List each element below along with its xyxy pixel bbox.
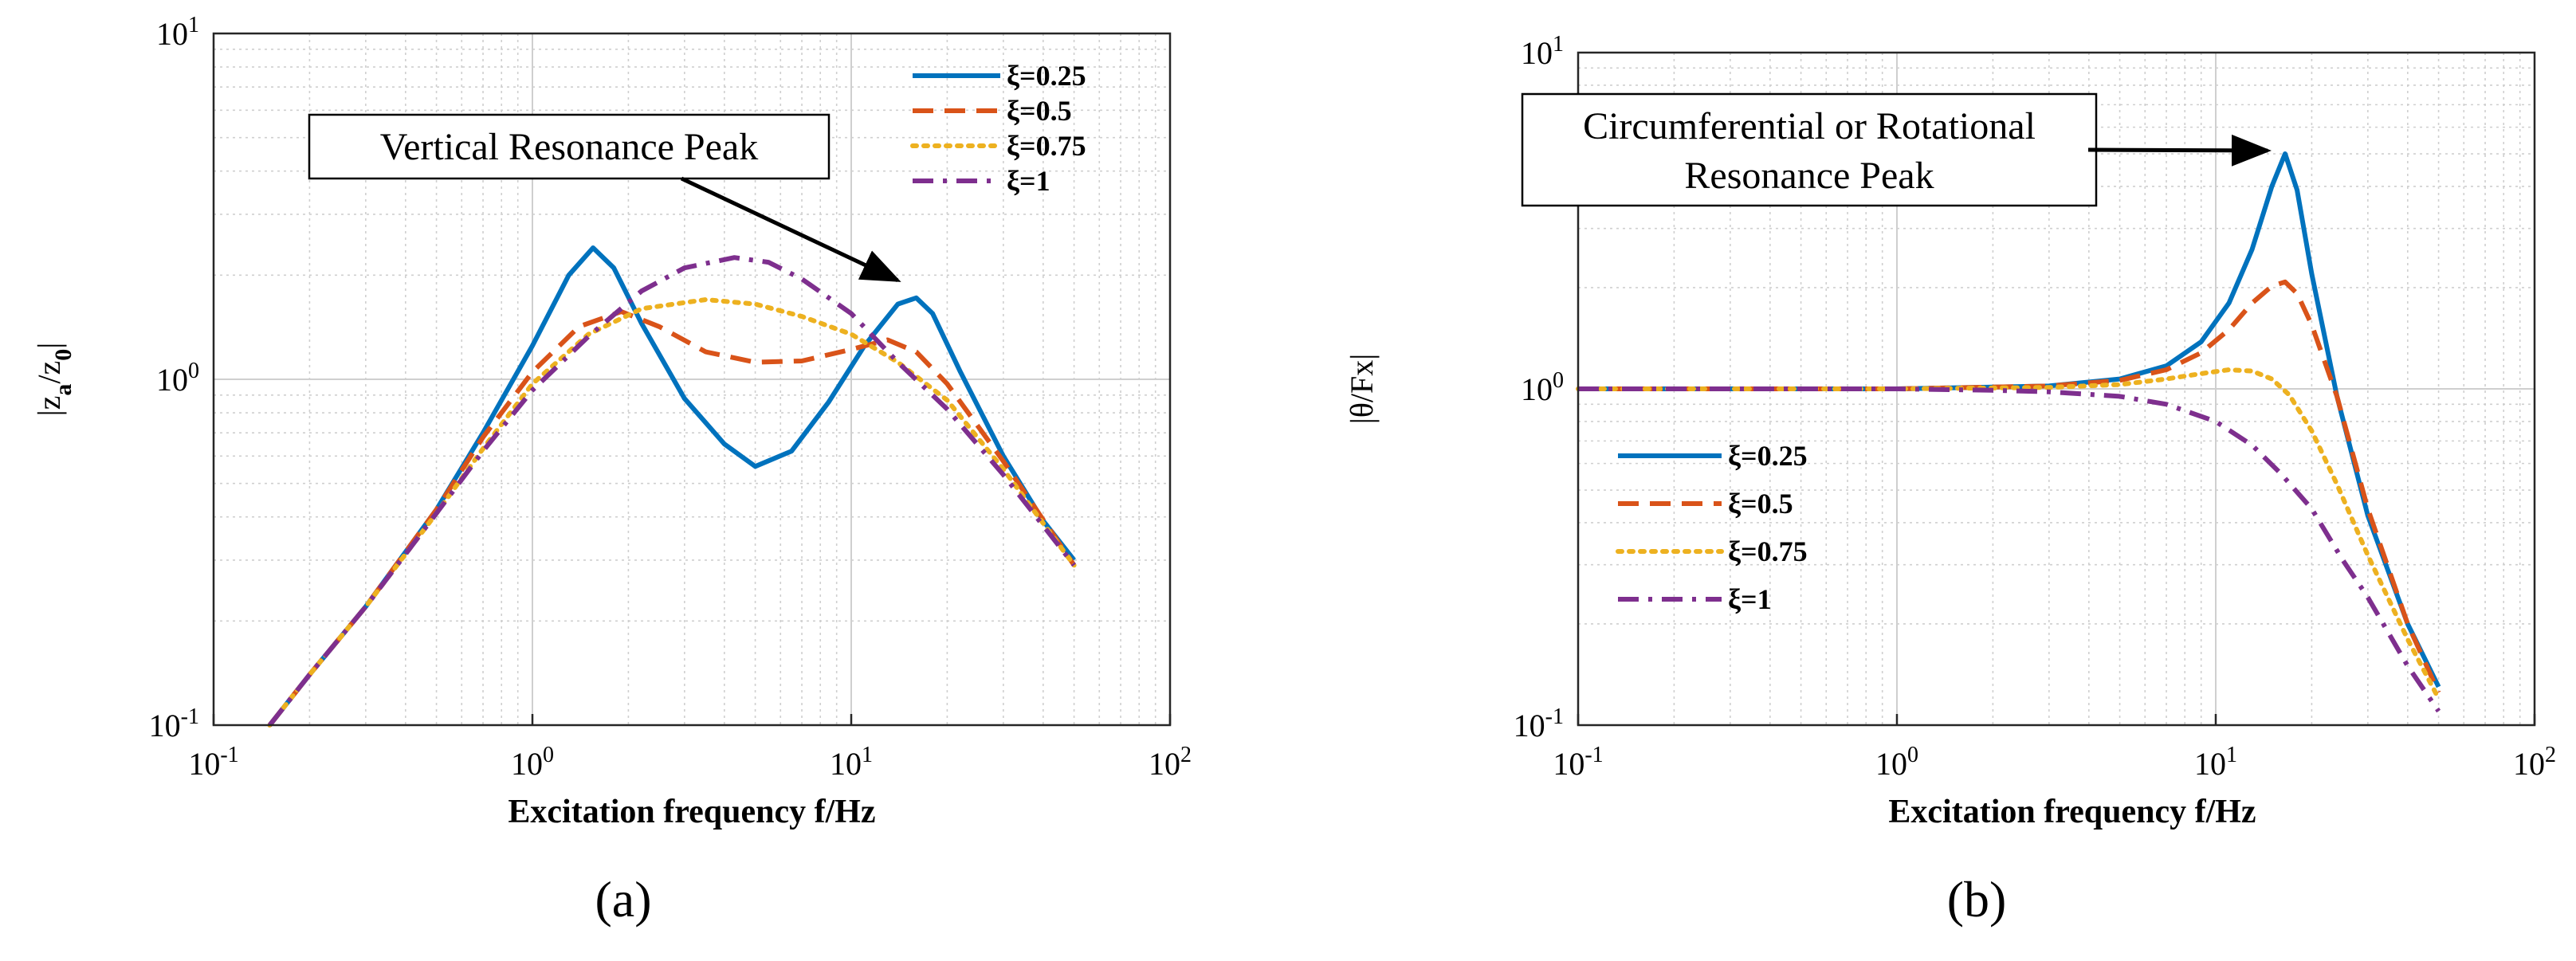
annotation: Vertical Resonance Peak (308, 113, 901, 283)
legend-label-0: ξ=0.25 (1728, 440, 1808, 472)
series-line-2 (267, 297, 1077, 728)
annotation-arrow (2087, 134, 2272, 167)
legend-label-1: ξ=0.5 (1728, 488, 1793, 520)
panel-label: (a) (595, 871, 651, 928)
annotation: Circumferential or Rotational Resonance P… (1521, 92, 2272, 207)
x-tick-label: 102 (2513, 743, 2556, 782)
legend-label-1: ξ=0.5 (1007, 95, 1072, 127)
chart-panel-a: 10-1 100 101 102 10-1 100 101 Excitation freque… (31, 13, 1192, 928)
x-axis-label: Excitation frequency f/Hz (508, 794, 875, 830)
legend: ξ=0.25ξ=0.5ξ=0.75ξ=1 (910, 60, 1086, 197)
y-tick-label: 10-1 (149, 704, 199, 743)
y-tick-label: 100 (1521, 368, 1564, 407)
axes-frame (1577, 51, 2536, 727)
legend-label-3: ξ=1 (1007, 165, 1050, 197)
series-line-1 (268, 309, 1077, 727)
y-axis-label: |θ/Fx| (1344, 354, 1380, 425)
legend-label-2: ξ=0.75 (1728, 535, 1808, 567)
annotation-text: Vertical Resonance Peak (380, 126, 758, 168)
y-tick-label: 100 (156, 359, 199, 398)
series-line-2 (1576, 367, 2441, 701)
series-line-3 (268, 255, 1076, 727)
x-tick-label: 102 (1149, 743, 1192, 782)
x-tick-label: 100 (511, 743, 554, 782)
annotation-arrow (680, 176, 901, 283)
x-tick-label: 10-1 (188, 743, 238, 782)
x-tick-label: 100 (1875, 743, 1918, 782)
y-tick-label: 10-1 (1514, 704, 1564, 743)
y-tick-label: 101 (1521, 32, 1564, 71)
legend-label-3: ξ=1 (1728, 583, 1772, 615)
annotation-text-line: Resonance Peak (1684, 155, 1934, 197)
annotation-text-line: Circumferential or Rotational (1583, 105, 2036, 147)
panel-label: (b) (1947, 871, 2007, 928)
x-axis-label: Excitation frequency f/Hz (1888, 794, 2256, 830)
legend: ξ=0.25 ξ=0.5 ξ=0.75 ξ=1 (1616, 440, 1808, 615)
chart-panel-b: 10-1 100 101 102 10-1 100 101 Excitation freque… (1344, 32, 2556, 928)
axes-frame (212, 32, 1172, 727)
series-line-3 (1578, 386, 2441, 713)
x-tick-label: 101 (830, 743, 873, 782)
annotation-box (308, 113, 831, 180)
legend-label-0: ξ=0.25 (1007, 60, 1086, 92)
x-tick-label: 10-1 (1553, 743, 1603, 782)
legend-label-2: ξ=0.75 (1007, 130, 1086, 162)
y-axis-label: |za/z0| (31, 343, 77, 417)
series-line-1 (1578, 279, 2441, 694)
x-tick-label: 101 (2194, 743, 2237, 782)
y-tick-label: 101 (156, 13, 199, 52)
